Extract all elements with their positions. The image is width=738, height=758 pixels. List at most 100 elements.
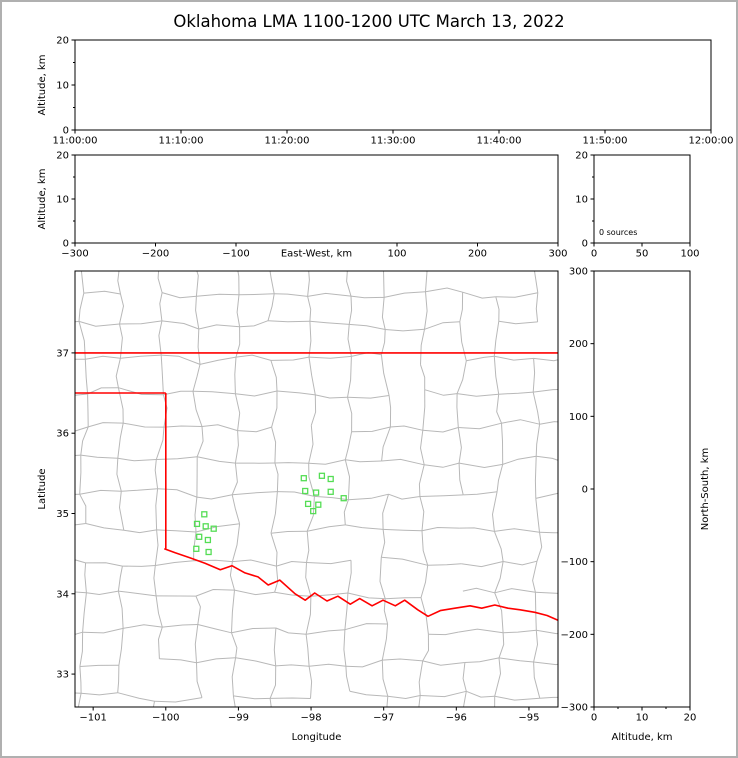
county-boundary [123,624,163,629]
lma-station-marker [312,489,320,496]
county-boundary [155,595,163,628]
county-boundary [77,693,82,707]
county-boundary [458,422,502,430]
county-boundary [82,592,87,633]
lma-station-marker [327,488,334,495]
county-boundary [457,427,462,464]
y-axis-label: Altitude, km [37,169,48,230]
county-boundary [270,360,278,392]
county-boundary [533,661,541,699]
county-boundary [79,666,82,694]
x-tick-label: −200 [142,249,169,260]
x-tick-label: 300 [548,249,567,260]
county-boundary [350,295,385,299]
county-boundary [310,394,317,426]
county-boundary [458,463,464,496]
county-boundary [159,658,197,664]
county-boundary [345,459,382,463]
county-boundary [78,292,85,322]
county-boundary [420,690,467,698]
lma-station-marker [315,501,322,508]
county-boundary [232,559,277,567]
county-boundary [154,529,159,566]
county-boundary [309,320,350,325]
county-boundary [495,292,538,298]
county-boundary [121,488,158,492]
county-boundary [346,271,352,297]
county-boundary [381,623,389,661]
county-boundary [494,695,540,701]
county-boundary [117,271,121,295]
county-boundary [85,355,121,360]
county-boundary [493,321,500,357]
county-boundary [154,459,159,489]
county-boundary [196,293,240,297]
lma-station-marker [193,520,201,528]
county-boundary [494,657,502,697]
county-boundary [428,631,459,636]
x-tick-label: −101 [79,713,106,724]
county-boundary [347,592,386,600]
county-boundary [274,462,309,464]
county-boundary [501,419,540,425]
county-boundary [85,562,123,567]
county-boundary [156,529,197,533]
county-boundary [347,397,353,432]
county-boundary [308,425,314,464]
county-boundary [118,491,125,531]
county-boundary [305,562,312,597]
x-tick-label: 0 [591,249,597,260]
county-boundary [269,698,272,707]
lma-station-marker [302,487,309,495]
county-boundary [494,592,504,633]
county-boundary [195,588,235,597]
county-boundary [274,462,279,492]
red-river-border [164,548,558,622]
county-boundary [231,627,276,634]
county-boundary [79,664,119,667]
county-boundary [498,632,505,659]
county-boundary [532,358,536,393]
county-boundary [118,590,157,597]
county-boundary [383,271,385,298]
y-tick-label: 0 [582,239,588,250]
lma-station-marker [196,533,203,540]
county-boundary [424,291,428,330]
y-tick-label: −300 [561,703,588,714]
county-boundary [192,391,203,427]
county-boundary [78,320,120,327]
county-boundary [79,494,87,524]
county-boundary [80,426,89,456]
y-tick-label: 0 [582,485,588,496]
county-boundary [234,589,275,596]
county-boundary [275,627,307,635]
county-boundary [535,591,558,594]
county-boundary [154,697,203,703]
county-boundary [380,329,386,355]
county-boundary [269,271,275,294]
county-boundary [345,524,384,530]
lma-station-marker [204,536,212,544]
county-boundary [343,629,347,667]
y-tick-label: 0 [63,239,69,250]
county-boundary [503,560,538,566]
county-boundary [117,692,155,702]
county-boundary [161,292,197,299]
county-boundary [193,559,233,563]
county-boundary [380,529,386,558]
county-boundary [75,358,86,360]
county-boundary [79,632,84,667]
county-boundary [308,321,312,358]
county-boundary [533,357,558,362]
x-tick-label: −300 [61,249,88,260]
county-boundary [270,533,278,567]
county-boundary [305,634,310,667]
county-boundary [231,632,238,658]
county-boundary [424,389,458,396]
x-tick-label: 100 [387,249,406,260]
y-tick-label: 10 [575,195,588,206]
y-tick-label: 20 [575,151,588,162]
county-boundary [535,424,541,457]
county-boundary [199,356,237,365]
county-boundary [420,364,426,390]
